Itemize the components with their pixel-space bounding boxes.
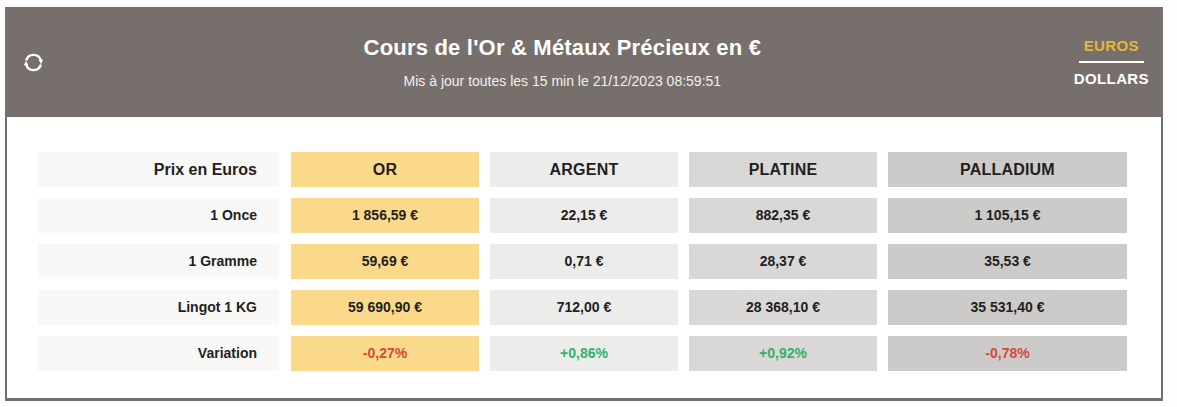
table-row: 1 Once 1 856,59 € 22,15 € 882,35 € 1 105,15 … xyxy=(38,198,1161,233)
refresh-icon xyxy=(22,51,45,74)
price-cell-argent: 22,15 € xyxy=(490,198,678,233)
page-title: Cours de l'Or & Métaux Précieux en € xyxy=(51,35,1074,61)
price-cell-palladium: 35,53 € xyxy=(888,244,1127,279)
price-cell-palladium: 1 105,15 € xyxy=(888,198,1127,233)
price-cell-argent: 712,00 € xyxy=(490,290,678,325)
price-table: Prix en Euros OR ARGENT PLATINE PALLADIUM 1 O… xyxy=(7,152,1161,371)
price-cell-palladium: -0,78% xyxy=(888,336,1127,371)
currency-toggle-dollars[interactable]: DOLLARS xyxy=(1074,70,1149,87)
price-cell-argent: 0,71 € xyxy=(490,244,678,279)
table-row: Variation -0,27% +0,86% +0,92% -0,78% xyxy=(38,336,1161,371)
update-status: Mis à jour toutes les 15 min le 21/12/20… xyxy=(51,73,1074,89)
price-cell-argent: +0,86% xyxy=(490,336,678,371)
currency-toggle: EUROS DOLLARS xyxy=(1074,37,1149,87)
price-cell-or: 59,69 € xyxy=(291,244,479,279)
column-header-argent: ARGENT xyxy=(490,152,678,187)
row-label: 1 Once xyxy=(38,198,279,233)
header-bar: Cours de l'Or & Métaux Précieux en € Mis… xyxy=(5,7,1163,117)
price-cell-platine: 882,35 € xyxy=(689,198,877,233)
column-header-palladium: PALLADIUM xyxy=(888,152,1127,187)
price-cell-or: -0,27% xyxy=(291,336,479,371)
table-row: Lingot 1 KG 59 690,90 € 712,00 € 28 368,10 … xyxy=(38,290,1161,325)
row-label: 1 Gramme xyxy=(38,244,279,279)
table-header-row: Prix en Euros OR ARGENT PLATINE PALLADIUM xyxy=(38,152,1161,187)
row-label: Lingot 1 KG xyxy=(38,290,279,325)
table-row: 1 Gramme 59,69 € 0,71 € 28,37 € 35,53 € xyxy=(38,244,1161,279)
price-cell-platine: +0,92% xyxy=(689,336,877,371)
refresh-button[interactable] xyxy=(15,51,51,74)
price-cell-palladium: 35 531,40 € xyxy=(888,290,1127,325)
header-titles: Cours de l'Or & Métaux Précieux en € Mis… xyxy=(51,35,1074,89)
price-cell-or: 1 856,59 € xyxy=(291,198,479,233)
corner-label: Prix en Euros xyxy=(38,152,279,187)
price-cell-or: 59 690,90 € xyxy=(291,290,479,325)
row-label: Variation xyxy=(38,336,279,371)
price-cell-platine: 28,37 € xyxy=(689,244,877,279)
page: Cours de l'Or & Métaux Précieux en € Mis… xyxy=(0,0,1177,407)
column-header-or: OR xyxy=(291,152,479,187)
column-header-platine: PLATINE xyxy=(689,152,877,187)
price-table-card: Prix en Euros OR ARGENT PLATINE PALLADIUM 1 O… xyxy=(5,117,1163,401)
currency-toggle-euros[interactable]: EUROS xyxy=(1079,37,1144,63)
price-cell-platine: 28 368,10 € xyxy=(689,290,877,325)
